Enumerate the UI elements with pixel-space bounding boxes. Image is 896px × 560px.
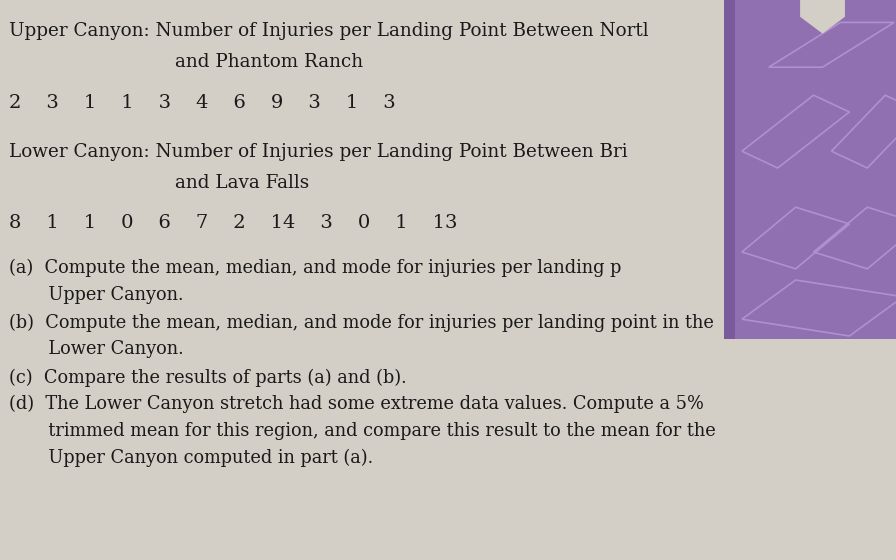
Bar	[724, 0, 896, 339]
Text: Upper Canyon.: Upper Canyon.	[9, 286, 184, 304]
Text: 2    3    1    1    3    4    6    9    3    1    3: 2 3 1 1 3 4 6 9 3 1 3	[9, 94, 396, 112]
Text: and Phantom Ranch: and Phantom Ranch	[175, 53, 363, 71]
Text: and Lava Falls: and Lava Falls	[175, 174, 309, 192]
Bar	[724, 0, 735, 339]
Text: trimmed mean for this region, and compare this result to the mean for the: trimmed mean for this region, and compar…	[9, 422, 716, 440]
Text: 8    1    1    0    6    7    2    14    3    0    1    13: 8 1 1 0 6 7 2 14 3 0 1 13	[9, 214, 458, 232]
Text: Upper Canyon computed in part (a).: Upper Canyon computed in part (a).	[9, 449, 373, 467]
Text: Upper Canyon: Number of Injuries per Landing Point Between Nortl: Upper Canyon: Number of Injuries per Lan…	[9, 22, 649, 40]
Text: (d)  The Lower Canyon stretch had some extreme data values. Compute a 5%: (d) The Lower Canyon stretch had some ex…	[9, 395, 704, 413]
Text: (c)  Compare the results of parts (a) and (b).: (c) Compare the results of parts (a) and…	[9, 368, 407, 387]
Text: Lower Canyon: Number of Injuries per Landing Point Between Bri: Lower Canyon: Number of Injuries per Lan…	[9, 143, 627, 161]
Polygon shape	[800, 0, 845, 34]
Text: (a)  Compute the mean, median, and mode for injuries per landing p: (a) Compute the mean, median, and mode f…	[9, 259, 621, 277]
Text: (b)  Compute the mean, median, and mode for injuries per landing point in the: (b) Compute the mean, median, and mode f…	[9, 314, 714, 332]
Text: Lower Canyon.: Lower Canyon.	[9, 340, 184, 358]
